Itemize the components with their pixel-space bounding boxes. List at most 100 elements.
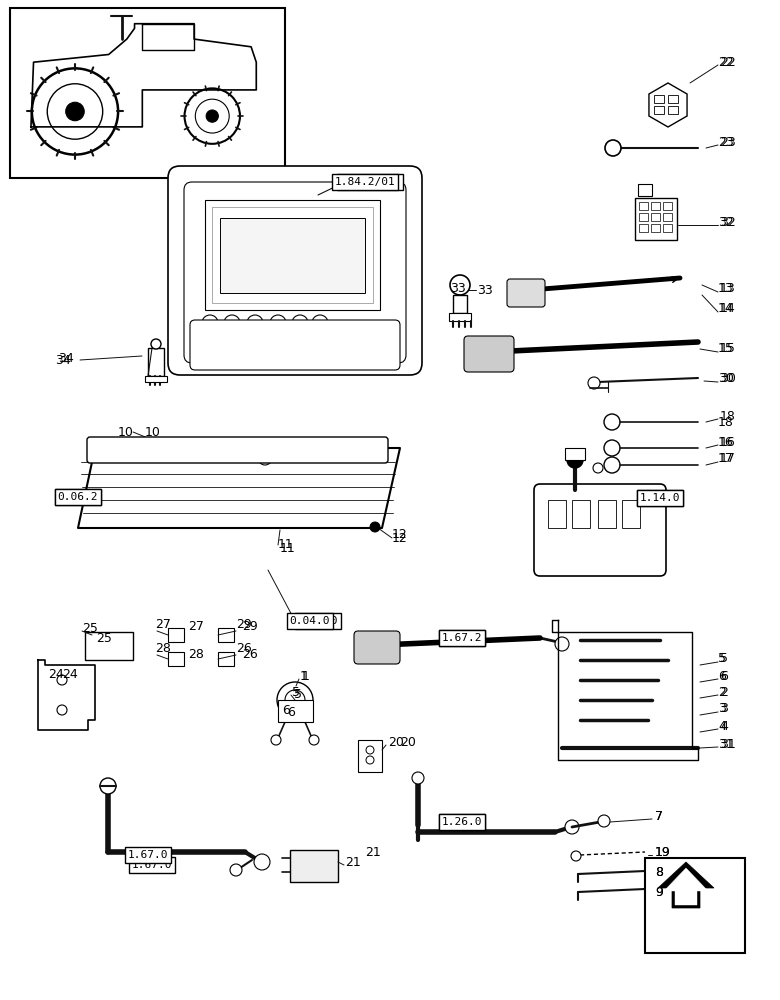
Text: 29: 29 [236, 617, 252, 631]
Circle shape [473, 340, 501, 368]
Text: 1.67.2: 1.67.2 [441, 633, 482, 643]
Text: 18: 18 [720, 410, 736, 422]
Circle shape [517, 283, 537, 303]
Text: 6: 6 [718, 670, 726, 682]
Text: 5: 5 [294, 688, 302, 700]
FancyBboxPatch shape [168, 166, 422, 375]
Circle shape [151, 339, 161, 349]
FancyBboxPatch shape [190, 320, 400, 370]
Text: 5: 5 [720, 652, 728, 666]
Text: 3: 3 [718, 702, 726, 716]
FancyBboxPatch shape [184, 182, 406, 363]
Circle shape [202, 315, 218, 331]
FancyBboxPatch shape [534, 484, 666, 576]
Bar [168, 628, 184, 642]
Text: 20: 20 [388, 736, 404, 748]
Circle shape [604, 414, 620, 430]
Bar [639, 224, 648, 232]
Circle shape [309, 735, 319, 745]
Circle shape [565, 820, 579, 834]
Text: 2: 2 [718, 686, 726, 698]
Circle shape [211, 448, 225, 462]
Text: 28: 28 [188, 648, 204, 660]
Circle shape [312, 315, 328, 331]
Bar [651, 224, 660, 232]
Text: 33: 33 [477, 284, 493, 296]
Text: 3: 3 [720, 702, 728, 716]
Circle shape [598, 815, 610, 827]
Text: 14: 14 [720, 302, 736, 316]
Text: 0.06.2: 0.06.2 [58, 492, 98, 502]
Text: 0.04.0: 0.04.0 [298, 616, 339, 626]
Text: 11: 11 [278, 538, 294, 552]
Text: 25: 25 [96, 633, 112, 646]
Text: 4: 4 [718, 720, 726, 732]
Circle shape [206, 110, 218, 122]
Text: 1.67.0: 1.67.0 [132, 860, 172, 870]
Circle shape [567, 452, 583, 468]
FancyBboxPatch shape [464, 336, 514, 372]
Text: 5: 5 [718, 652, 726, 666]
Bar [668, 95, 678, 103]
Text: 19: 19 [655, 846, 671, 858]
Text: 12: 12 [392, 528, 408, 542]
Text: 5: 5 [292, 686, 300, 698]
Text: 26: 26 [236, 642, 252, 654]
Circle shape [604, 440, 620, 456]
Bar [663, 202, 672, 210]
Bar [168, 652, 184, 666]
Bar [639, 213, 648, 221]
Text: 1: 1 [300, 670, 308, 682]
Bar [290, 850, 338, 882]
Text: 1.26.0: 1.26.0 [441, 817, 482, 827]
Text: 1.67.2: 1.67.2 [441, 633, 482, 643]
Text: 7: 7 [655, 810, 663, 822]
Bar [622, 500, 640, 528]
Text: 27: 27 [155, 617, 171, 631]
Text: 23: 23 [718, 135, 734, 148]
Circle shape [270, 315, 286, 331]
Circle shape [292, 315, 308, 331]
Bar [205, 200, 380, 310]
Circle shape [604, 457, 620, 473]
Bar [565, 448, 585, 460]
Bar [572, 500, 590, 528]
Text: 22: 22 [718, 55, 734, 68]
Text: 10: 10 [118, 426, 134, 438]
Text: 34: 34 [55, 354, 71, 366]
Text: 32: 32 [720, 216, 736, 229]
Text: 34: 34 [58, 353, 74, 365]
Circle shape [450, 275, 470, 295]
Bar [358, 740, 382, 772]
Bar [598, 500, 616, 528]
Circle shape [100, 778, 116, 794]
Text: 15: 15 [718, 342, 734, 356]
Bar [145, 376, 167, 382]
Circle shape [57, 705, 67, 715]
Bar [663, 213, 672, 221]
Text: 22: 22 [720, 55, 736, 68]
Circle shape [230, 864, 242, 876]
Text: 1.84.2/01: 1.84.2/01 [335, 177, 395, 187]
Text: 25: 25 [82, 621, 98, 635]
Text: 1.14.0: 1.14.0 [640, 493, 680, 503]
Text: 0.06.2: 0.06.2 [58, 492, 98, 502]
Bar [218, 628, 234, 642]
Text: 8: 8 [655, 865, 663, 879]
Circle shape [370, 522, 380, 532]
Bar [449, 313, 471, 321]
FancyBboxPatch shape [87, 437, 388, 463]
Bar [663, 224, 672, 232]
Text: 4: 4 [720, 720, 728, 732]
Text: 12: 12 [392, 532, 408, 546]
Text: 13: 13 [718, 282, 734, 296]
Text: 33: 33 [450, 282, 466, 296]
Text: 29: 29 [242, 619, 257, 633]
Text: 17: 17 [720, 452, 736, 466]
Text: 24: 24 [62, 668, 78, 680]
Text: 26: 26 [242, 648, 257, 660]
Circle shape [165, 442, 175, 452]
Text: 0.04.0: 0.04.0 [289, 616, 330, 626]
Text: 27: 27 [188, 619, 204, 633]
Text: 23: 23 [720, 135, 736, 148]
